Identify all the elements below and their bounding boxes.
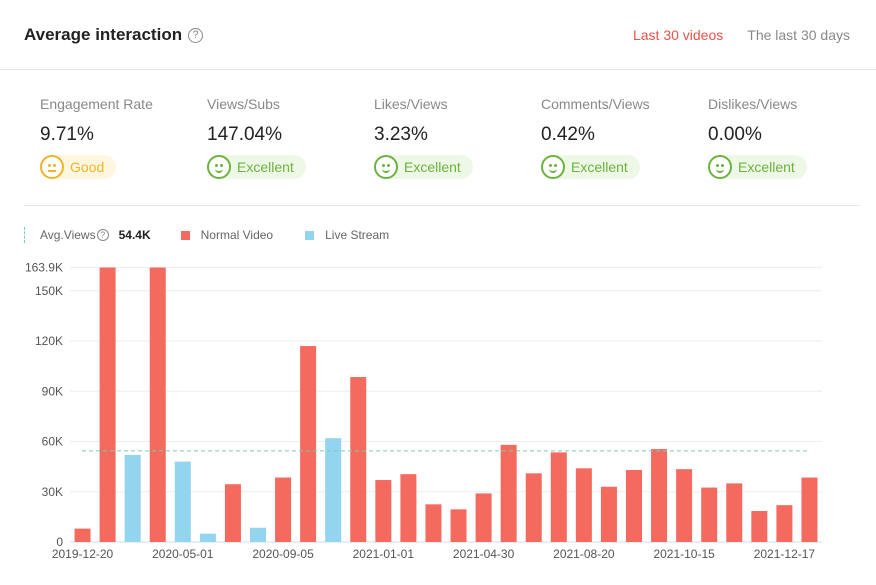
x-tick-label: 2021-12-17 <box>754 547 816 561</box>
y-tick-label: 163.9K <box>25 261 63 275</box>
metric-likes-views: Likes/Views 3.23% Excellent <box>374 96 541 184</box>
x-tick-label: 2020-05-01 <box>152 547 214 561</box>
metric-value: 0.42% <box>541 124 595 145</box>
bar <box>450 509 467 542</box>
bar <box>74 528 91 542</box>
metric-label: Engagement Rate <box>40 96 153 112</box>
legend-swatch-live <box>305 230 315 240</box>
y-tick-label: 120K <box>35 334 63 348</box>
bar <box>651 449 668 542</box>
title-text: Average interaction <box>24 25 183 44</box>
x-tick-label: 2021-01-01 <box>353 547 415 561</box>
metric-label: Comments/Views <box>541 96 650 112</box>
bar <box>375 480 392 542</box>
bar <box>224 484 241 542</box>
smile-icon <box>708 155 732 179</box>
bar <box>199 533 216 542</box>
bar <box>525 473 542 542</box>
rating-text: Excellent <box>738 159 795 175</box>
y-tick-label: 30K <box>42 485 63 499</box>
bar <box>801 477 818 542</box>
rating-badge: Excellent <box>541 155 640 179</box>
rating-badge: Excellent <box>708 155 807 179</box>
help-icon[interactable]: ? <box>96 229 109 241</box>
bar <box>550 452 567 542</box>
x-tick-label: 2020-09-05 <box>252 547 314 561</box>
rating-badge: Excellent <box>207 155 306 179</box>
x-tick-label: 2021-08-20 <box>553 547 615 561</box>
metric-label: Likes/Views <box>374 96 448 112</box>
header: Average interaction? Last 30 videos The … <box>0 0 876 70</box>
rating-text: Excellent <box>404 159 461 175</box>
bar <box>500 444 517 542</box>
bar <box>475 493 492 542</box>
legend-live-stream[interactable]: Live Stream <box>325 228 390 242</box>
legend-swatch-normal <box>180 230 190 240</box>
rating-badge: Good <box>40 155 117 179</box>
bar <box>174 461 191 542</box>
bar <box>99 267 116 542</box>
x-tick-label: 2021-04-30 <box>453 547 515 561</box>
bar <box>425 504 442 542</box>
avg-views-value: 54.4K <box>118 228 151 242</box>
y-tick-label: 150K <box>35 284 63 298</box>
tab-last-30-days[interactable]: The last 30 days <box>747 27 850 43</box>
y-tick-label: 60K <box>42 435 63 449</box>
bar <box>250 527 266 542</box>
rating-badge: Excellent <box>374 155 473 179</box>
bar <box>124 454 141 542</box>
bar <box>701 487 718 542</box>
bar <box>325 438 342 542</box>
metric-label: Views/Subs <box>207 96 280 112</box>
legend-normal-video[interactable]: Normal Video <box>200 228 274 242</box>
y-tick-label: 0 <box>56 535 63 549</box>
bar <box>575 468 592 542</box>
metric-engagement-rate: Engagement Rate 9.71% Good <box>40 96 207 184</box>
y-tick-label: 90K <box>42 384 63 398</box>
metric-value: 9.71% <box>40 124 94 145</box>
metric-value: 0.00% <box>708 124 762 145</box>
bar <box>726 483 743 542</box>
rating-text: Excellent <box>237 159 294 175</box>
bar <box>300 346 317 542</box>
bar <box>776 505 793 542</box>
rating-text: Excellent <box>571 159 628 175</box>
bar <box>600 486 617 542</box>
metric-value: 3.23% <box>374 124 428 145</box>
metric-comments-views: Comments/Views 0.42% Excellent <box>541 96 708 184</box>
bar <box>626 469 642 542</box>
tab-last-30-videos[interactable]: Last 30 videos <box>632 27 724 43</box>
metric-value: 147.04% <box>207 124 283 145</box>
smile-icon <box>541 155 565 179</box>
bar <box>275 477 292 542</box>
rating-text: Good <box>70 159 105 175</box>
chart-legend: Avg.Views ? 54.4K Normal Video Live Stre… <box>24 227 389 243</box>
metric-views-subs: Views/Subs 147.04% Excellent <box>207 96 374 184</box>
help-icon[interactable]: ? <box>188 27 204 43</box>
x-tick-label: 2021-10-15 <box>653 547 715 561</box>
metric-dislikes-views: Dislikes/Views 0.00% Excellent <box>708 96 875 184</box>
bar <box>149 267 166 542</box>
bar <box>751 511 768 542</box>
metrics-row: Engagement Rate 9.71% Good Views/Subs 14… <box>40 96 875 184</box>
smile-icon <box>374 155 398 179</box>
smile-icon <box>207 155 231 179</box>
bar <box>350 377 367 542</box>
neutral-face-icon <box>40 155 64 179</box>
x-tick-label: 2019-12-20 <box>52 547 114 561</box>
bar <box>400 474 417 542</box>
page-title: Average interaction? <box>24 25 204 45</box>
divider <box>24 205 860 206</box>
metric-label: Dislikes/Views <box>708 96 798 112</box>
bar <box>676 469 693 542</box>
avg-views-label: Avg.Views <box>40 228 96 242</box>
